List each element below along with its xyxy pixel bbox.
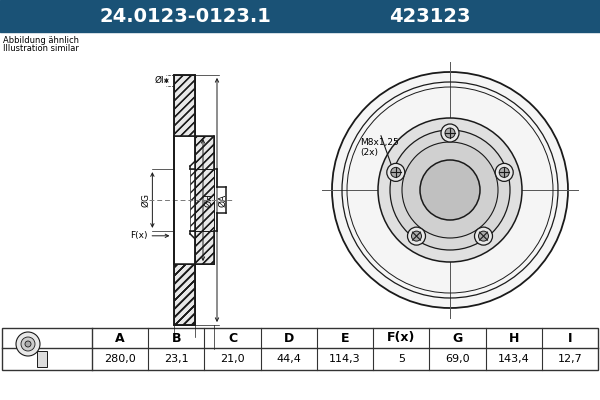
Text: 12,7: 12,7: [557, 354, 582, 364]
Circle shape: [479, 231, 488, 241]
Bar: [195, 231, 214, 264]
Circle shape: [499, 167, 509, 177]
Text: B: B: [172, 332, 181, 344]
Text: A: A: [115, 332, 125, 344]
Circle shape: [495, 163, 513, 181]
Bar: [175, 75, 195, 325]
Bar: [175, 264, 195, 325]
Bar: [195, 136, 214, 169]
Circle shape: [445, 128, 455, 138]
Bar: [195, 169, 214, 231]
Text: ØH: ØH: [204, 193, 213, 207]
Bar: [190, 169, 195, 231]
Circle shape: [387, 163, 405, 181]
Text: 5: 5: [398, 354, 405, 364]
Text: F(x): F(x): [387, 332, 415, 344]
Text: 24.0123-0123.1: 24.0123-0123.1: [99, 6, 271, 26]
Circle shape: [441, 124, 459, 142]
Bar: [0, 0, 600, 32]
Circle shape: [21, 337, 35, 351]
Bar: [195, 231, 214, 264]
Circle shape: [390, 130, 510, 250]
Text: 23,1: 23,1: [164, 354, 188, 364]
Bar: [175, 264, 195, 325]
Bar: [195, 136, 214, 169]
Circle shape: [475, 227, 493, 245]
Bar: [195, 169, 214, 231]
Bar: [195, 136, 214, 169]
Bar: [195, 231, 214, 264]
Bar: [175, 75, 195, 136]
Text: ØE: ØE: [181, 194, 190, 206]
Bar: [175, 75, 195, 136]
Text: I: I: [568, 332, 572, 344]
Text: H: H: [508, 332, 519, 344]
Bar: [175, 264, 195, 325]
Circle shape: [16, 332, 40, 356]
Text: ØA: ØA: [218, 194, 227, 206]
Text: C: C: [228, 332, 237, 344]
Bar: [175, 264, 195, 325]
Text: E: E: [341, 332, 349, 344]
Circle shape: [391, 167, 401, 177]
Text: 21,0: 21,0: [220, 354, 245, 364]
Circle shape: [332, 72, 568, 308]
Text: ØG: ØG: [142, 193, 151, 207]
Text: Illustration similar: Illustration similar: [3, 44, 79, 53]
Circle shape: [412, 231, 421, 241]
Text: C (MTH): C (MTH): [246, 332, 282, 342]
Text: G: G: [452, 332, 463, 344]
Bar: [195, 169, 214, 231]
Bar: [175, 136, 195, 264]
Text: F(x): F(x): [130, 231, 148, 240]
Bar: [190, 169, 195, 231]
Text: B: B: [182, 338, 188, 347]
Text: 423123: 423123: [389, 6, 471, 26]
Text: Abbildung ähnlich: Abbildung ähnlich: [3, 36, 79, 45]
Circle shape: [25, 341, 31, 347]
Text: ØI: ØI: [155, 76, 164, 85]
Circle shape: [407, 227, 425, 245]
Bar: [175, 264, 195, 325]
Circle shape: [420, 160, 480, 220]
Text: 280,0: 280,0: [104, 354, 136, 364]
Text: 44,4: 44,4: [277, 354, 301, 364]
Bar: [37, 351, 47, 367]
Bar: [175, 75, 195, 136]
Circle shape: [402, 142, 498, 238]
Bar: [175, 264, 195, 325]
Text: D: D: [191, 350, 197, 359]
Text: 143,4: 143,4: [498, 354, 530, 364]
Text: M8x1,25
(2x): M8x1,25 (2x): [360, 138, 399, 157]
Circle shape: [378, 118, 522, 262]
Text: 114,3: 114,3: [329, 354, 361, 364]
Text: D: D: [284, 332, 294, 344]
Text: 69,0: 69,0: [445, 354, 470, 364]
Bar: [2, 328, 598, 370]
